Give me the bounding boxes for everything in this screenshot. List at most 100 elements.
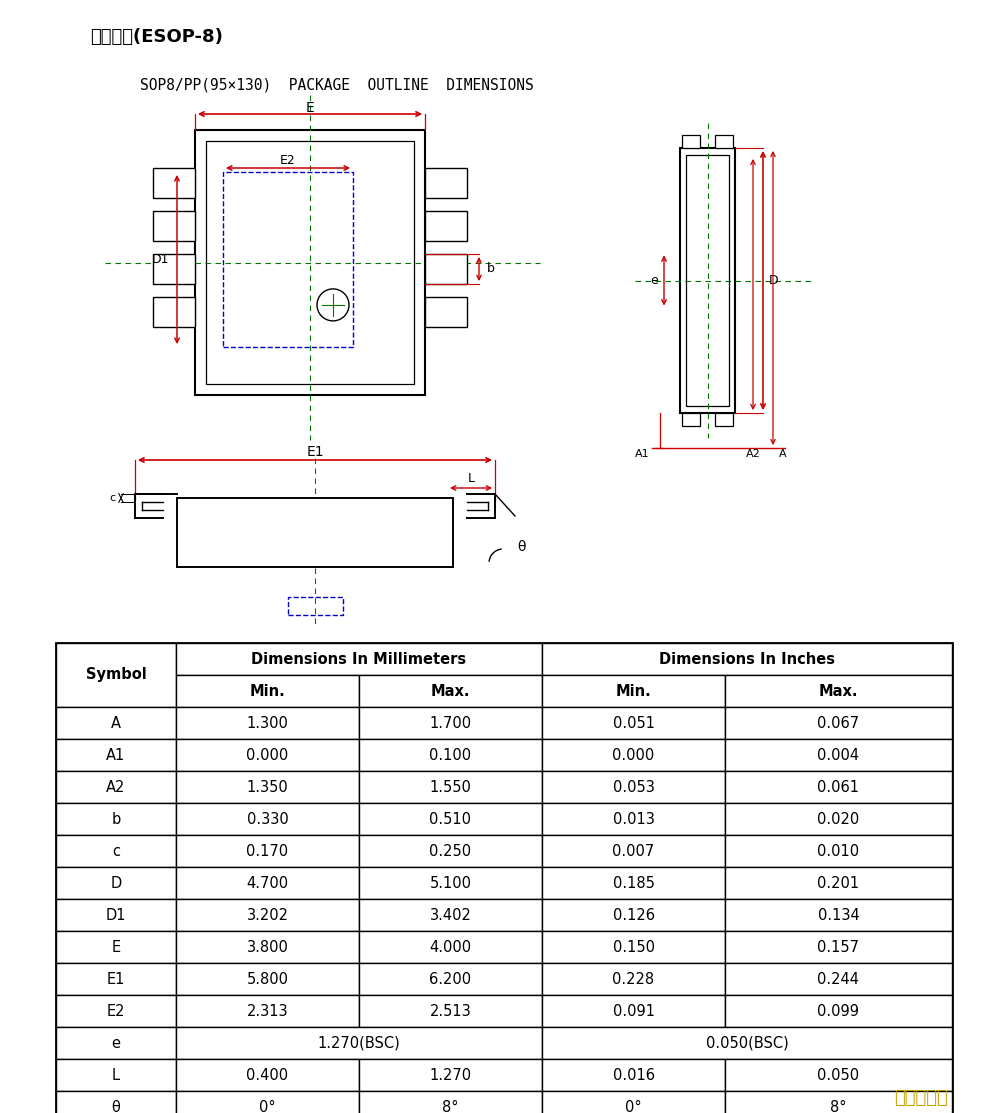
Text: 8°: 8° xyxy=(442,1100,459,1113)
Bar xyxy=(176,643,542,674)
Bar xyxy=(725,1091,952,1113)
Text: 0.020: 0.020 xyxy=(818,811,859,827)
Bar xyxy=(542,995,725,1027)
Bar xyxy=(177,498,453,567)
Text: 0.134: 0.134 xyxy=(818,907,859,923)
Text: 0.100: 0.100 xyxy=(429,748,472,762)
Text: E: E xyxy=(305,101,314,115)
Text: 0.510: 0.510 xyxy=(429,811,472,827)
Text: e: e xyxy=(112,1035,121,1051)
Text: E: E xyxy=(111,939,121,955)
Bar xyxy=(725,739,952,771)
Text: D1: D1 xyxy=(152,253,169,266)
Bar xyxy=(56,1058,176,1091)
Text: D1: D1 xyxy=(106,907,126,923)
Text: 0.067: 0.067 xyxy=(818,716,859,730)
Bar xyxy=(725,674,952,707)
Text: 2.313: 2.313 xyxy=(247,1004,288,1018)
Text: 1.270: 1.270 xyxy=(429,1067,472,1083)
Text: Dimensions In Inches: Dimensions In Inches xyxy=(659,651,835,667)
Text: 3.402: 3.402 xyxy=(429,907,472,923)
Text: A2: A2 xyxy=(745,449,760,459)
Text: 8°: 8° xyxy=(830,1100,846,1113)
Text: D: D xyxy=(110,876,122,890)
Bar xyxy=(56,963,176,995)
Bar xyxy=(425,254,467,284)
Text: D: D xyxy=(769,274,779,287)
Bar xyxy=(56,1091,176,1113)
Text: 0.150: 0.150 xyxy=(612,939,654,955)
Text: Max.: Max. xyxy=(819,683,858,699)
Text: 0.010: 0.010 xyxy=(818,844,859,858)
Text: A2: A2 xyxy=(106,779,126,795)
Bar xyxy=(359,963,542,995)
Bar xyxy=(542,1091,725,1113)
Text: 0.061: 0.061 xyxy=(818,779,859,795)
Bar xyxy=(715,135,733,148)
Bar xyxy=(359,674,542,707)
Bar xyxy=(542,802,725,835)
Text: 1.270(BSC): 1.270(BSC) xyxy=(318,1035,400,1051)
Text: 1.300: 1.300 xyxy=(247,716,288,730)
Bar xyxy=(56,739,176,771)
Bar xyxy=(153,297,195,327)
Text: 0.126: 0.126 xyxy=(612,907,654,923)
Bar xyxy=(725,771,952,802)
Bar xyxy=(359,802,542,835)
Bar xyxy=(725,899,952,930)
Bar xyxy=(725,963,952,995)
Bar xyxy=(359,995,542,1027)
Text: θ: θ xyxy=(516,540,525,554)
Text: 0.157: 0.157 xyxy=(818,939,859,955)
Text: 0.007: 0.007 xyxy=(612,844,655,858)
Text: A1: A1 xyxy=(106,748,126,762)
Bar xyxy=(542,1027,952,1058)
Text: A: A xyxy=(111,716,121,730)
Text: c: c xyxy=(110,493,116,503)
Text: 0.099: 0.099 xyxy=(818,1004,859,1018)
Bar xyxy=(153,211,195,242)
Bar xyxy=(176,963,359,995)
Bar xyxy=(725,835,952,867)
Text: 封装信息(ESOP-8): 封装信息(ESOP-8) xyxy=(90,28,223,46)
Text: 0.004: 0.004 xyxy=(818,748,859,762)
Text: 6.200: 6.200 xyxy=(429,972,472,986)
Bar xyxy=(542,963,725,995)
Text: 0.091: 0.091 xyxy=(612,1004,654,1018)
Bar xyxy=(56,899,176,930)
Bar xyxy=(206,141,414,384)
Bar xyxy=(176,802,359,835)
Text: 0.250: 0.250 xyxy=(429,844,472,858)
Text: SOP8/PP(95×130)  PACKAGE  OUTLINE  DIMENSIONS: SOP8/PP(95×130) PACKAGE OUTLINE DIMENSIO… xyxy=(140,78,534,93)
Bar xyxy=(195,130,425,395)
Text: 0.185: 0.185 xyxy=(612,876,654,890)
Text: 5.100: 5.100 xyxy=(429,876,472,890)
Bar xyxy=(176,835,359,867)
Bar xyxy=(542,674,725,707)
Bar xyxy=(56,867,176,899)
Text: L: L xyxy=(112,1067,120,1083)
Bar xyxy=(56,643,176,707)
Bar xyxy=(682,135,700,148)
Bar xyxy=(542,899,725,930)
Text: Dimensions In Millimeters: Dimensions In Millimeters xyxy=(252,651,467,667)
Text: E2: E2 xyxy=(107,1004,125,1018)
Bar xyxy=(176,899,359,930)
Text: E1: E1 xyxy=(107,972,125,986)
Text: b: b xyxy=(111,811,121,827)
Text: b: b xyxy=(487,263,495,276)
Bar xyxy=(176,771,359,802)
Text: c: c xyxy=(112,844,120,858)
Text: Max.: Max. xyxy=(431,683,471,699)
Bar xyxy=(56,1027,176,1058)
Bar xyxy=(56,643,952,1113)
Bar xyxy=(223,173,353,347)
Bar xyxy=(725,867,952,899)
Text: 0.000: 0.000 xyxy=(247,748,288,762)
Text: 夸克微科技: 夸克微科技 xyxy=(894,1089,948,1107)
Text: 1.350: 1.350 xyxy=(247,779,288,795)
Text: 0.050: 0.050 xyxy=(818,1067,859,1083)
Bar xyxy=(359,867,542,899)
Text: Symbol: Symbol xyxy=(85,668,147,682)
Bar xyxy=(176,1027,542,1058)
